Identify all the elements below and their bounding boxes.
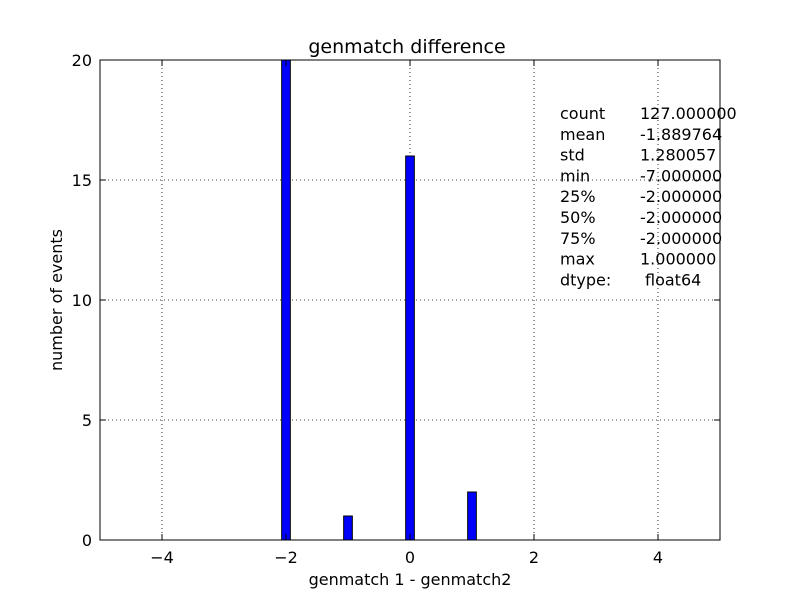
axis-ticks: −4 −2 0 2 4 0 5 10 15 20 bbox=[72, 51, 720, 567]
bar-3 bbox=[467, 491, 477, 541]
stats-key-0: count bbox=[560, 104, 605, 123]
stats-key-7: max bbox=[560, 250, 595, 269]
bar-1 bbox=[343, 515, 353, 541]
chart-title: genmatch difference bbox=[308, 36, 505, 58]
stats-key-3: min bbox=[560, 166, 590, 185]
stats-key-1: mean bbox=[560, 125, 605, 144]
x-tick-label-2: 0 bbox=[405, 548, 415, 567]
stats-key-6: 75% bbox=[560, 229, 596, 248]
y-tick-label-2: 10 bbox=[72, 291, 92, 310]
x-tick-label-0: −4 bbox=[150, 548, 174, 567]
summary-statistics: count 127.000000 mean -1.889764 std 1.280057 m… bbox=[560, 104, 737, 289]
stats-value-2: 1.280057 bbox=[640, 146, 716, 165]
y-axis-label: number of events bbox=[47, 229, 66, 371]
y-tick-label-1: 5 bbox=[82, 411, 92, 430]
stats-value-5: -2.000000 bbox=[640, 208, 722, 227]
y-tick-label-4: 20 bbox=[72, 51, 92, 70]
stats-key-4: 25% bbox=[560, 187, 596, 206]
y-tick-label-0: 0 bbox=[82, 531, 92, 550]
x-tick-label-4: 4 bbox=[653, 548, 663, 567]
stats-key-5: 50% bbox=[560, 208, 596, 227]
bar-2 bbox=[405, 155, 415, 541]
stats-value-1: -1.889764 bbox=[640, 125, 722, 144]
stats-value-6: -2.000000 bbox=[640, 229, 722, 248]
stats-value-7: 1.000000 bbox=[640, 250, 716, 269]
stats-value-8: float64 bbox=[645, 270, 701, 289]
stats-value-0: 127.000000 bbox=[640, 104, 737, 123]
stats-value-3: -7.000000 bbox=[640, 166, 722, 185]
stats-value-4: -2.000000 bbox=[640, 187, 722, 206]
stats-key-2: std bbox=[560, 146, 585, 165]
stats-key-8: dtype: bbox=[560, 270, 611, 289]
y-tick-label-3: 15 bbox=[72, 171, 92, 190]
x-tick-label-3: 2 bbox=[529, 548, 539, 567]
x-tick-label-1: −2 bbox=[274, 548, 298, 567]
bar-0 bbox=[281, 59, 291, 541]
x-axis-label: genmatch 1 - genmatch2 bbox=[309, 570, 512, 589]
